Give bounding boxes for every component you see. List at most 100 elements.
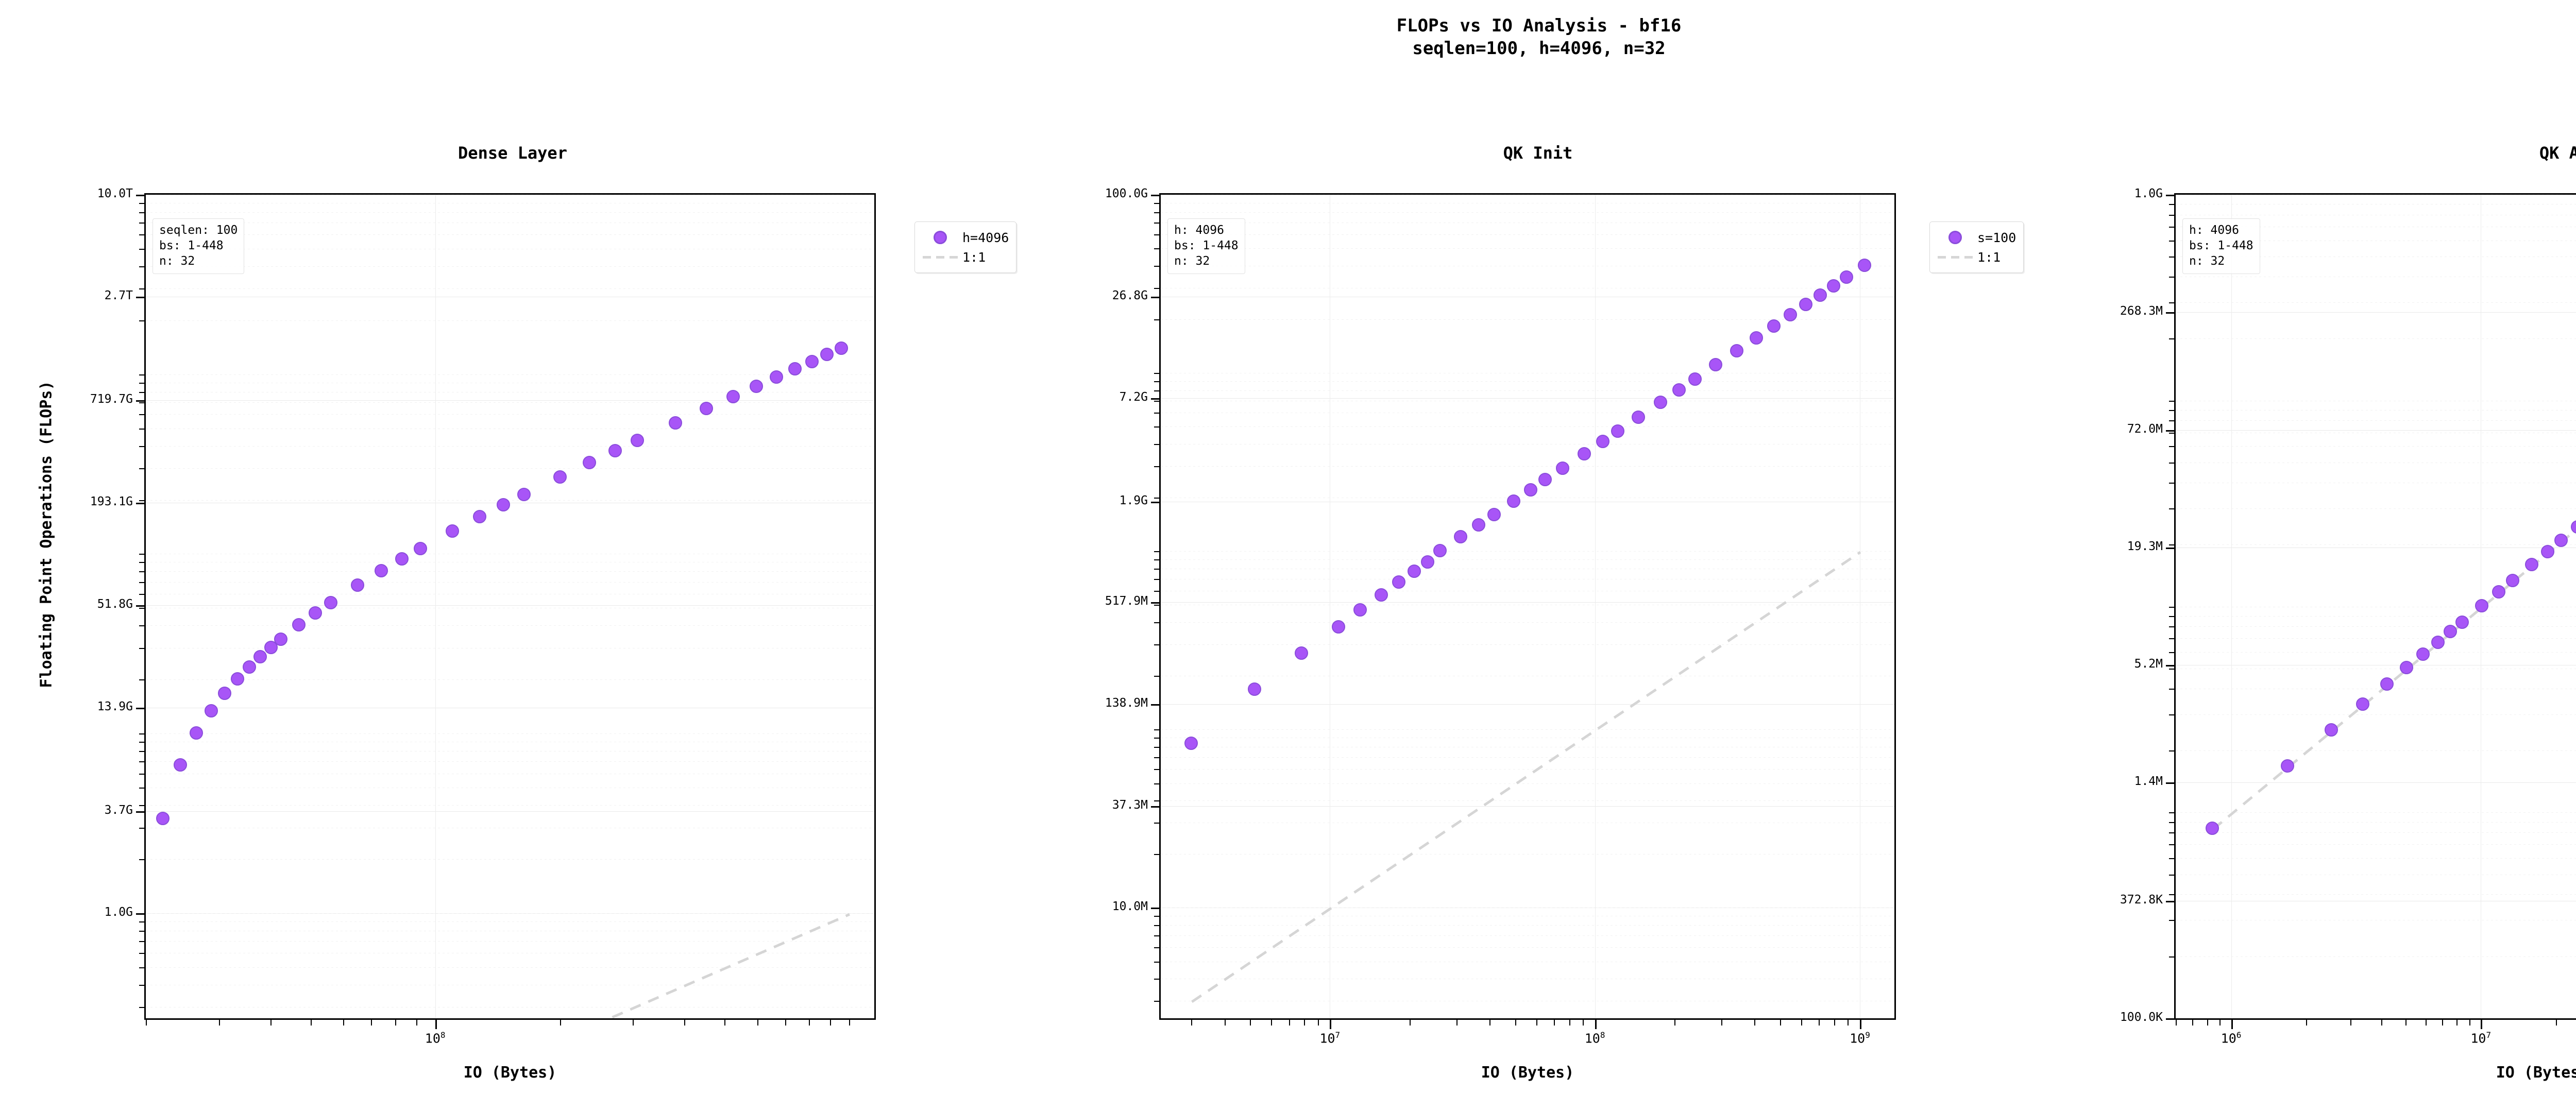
axis-tick-minor xyxy=(139,913,144,914)
axis-tick-minor xyxy=(2169,277,2174,278)
grid-line-minor xyxy=(146,266,874,267)
subplot-title: Dense Layer xyxy=(458,143,567,163)
axis-tick xyxy=(136,502,144,504)
axis-tick-minor xyxy=(139,761,144,763)
legend-item[interactable]: 1:1 xyxy=(1936,247,2016,267)
data-point xyxy=(2455,615,2469,629)
axis-tick-minor xyxy=(2169,214,2174,216)
grid-line-minor xyxy=(1161,234,1894,235)
data-point xyxy=(1799,298,1812,312)
data-point xyxy=(834,341,848,355)
data-point xyxy=(2540,544,2554,558)
axis-tick xyxy=(2166,782,2174,784)
axis-tick-minor xyxy=(1154,605,1159,606)
axis-tick-minor xyxy=(1289,1020,1290,1025)
axis-tick-minor xyxy=(1271,1020,1273,1025)
axis-tick-minor xyxy=(2405,1020,2407,1025)
axis-tick-minor xyxy=(139,930,144,932)
grid-line-minor xyxy=(2176,302,2576,303)
plot-axes xyxy=(144,193,876,1020)
axis-tick xyxy=(2166,665,2174,667)
data-point xyxy=(2380,677,2394,691)
grid-line-minor xyxy=(1161,783,1894,784)
y-tick-label: 13.9G xyxy=(97,700,133,714)
axis-tick-minor xyxy=(2169,508,2174,509)
axis-tick-minor xyxy=(139,382,144,384)
subplot-title: QK Init xyxy=(1503,143,1573,163)
axis-tick-minor xyxy=(371,1020,372,1025)
axis-tick-minor xyxy=(2169,544,2174,546)
axis-tick-minor xyxy=(2169,302,2174,304)
data-point xyxy=(472,510,486,524)
data-point xyxy=(1577,447,1591,461)
legend-item[interactable]: s=100 xyxy=(1936,228,2016,247)
y-tick-label: 10.0M xyxy=(1112,900,1148,914)
axis-tick-minor xyxy=(139,742,144,743)
data-point xyxy=(553,470,567,484)
axis-tick-minor xyxy=(1154,676,1159,677)
axis-tick-minor xyxy=(1515,1020,1516,1025)
grid-line-minor xyxy=(1161,757,1894,758)
axis-tick-minor xyxy=(139,234,144,236)
grid-line-minor xyxy=(1161,947,1894,948)
grid-line-minor xyxy=(1161,248,1894,249)
y-tick-label: 1.4M xyxy=(2134,774,2163,788)
grid-line-minor xyxy=(1161,551,1894,552)
axis-tick-minor xyxy=(139,562,144,563)
subplot-xlabel: IO (Bytes) xyxy=(463,1064,557,1082)
y-tick-label: 1.9G xyxy=(1119,493,1148,507)
data-point xyxy=(749,379,763,393)
axis-tick-minor xyxy=(2169,482,2174,484)
axis-tick xyxy=(1151,398,1159,400)
axis-tick-minor xyxy=(1154,195,1159,196)
axis-tick xyxy=(1330,1020,1332,1029)
grid-line-minor xyxy=(146,913,874,914)
axis-tick-minor xyxy=(1721,1020,1723,1025)
axis-tick-minor xyxy=(416,1020,417,1025)
axis-tick-minor xyxy=(830,1020,832,1025)
axis-tick-minor xyxy=(2169,240,2174,242)
data-point xyxy=(1749,331,1763,345)
axis-tick-minor xyxy=(2169,652,2174,654)
grid-line-minor xyxy=(1161,935,1894,936)
axis-tick-minor xyxy=(139,805,144,806)
axis-tick-minor xyxy=(2469,1020,2471,1025)
grid-line-minor xyxy=(1161,622,1894,623)
axis-tick-minor xyxy=(1154,400,1159,402)
axis-tick-minor xyxy=(139,773,144,775)
data-point xyxy=(1654,395,1668,409)
axis-tick-minor xyxy=(2556,1020,2557,1025)
axis-tick-minor xyxy=(139,446,144,447)
axis-tick-minor xyxy=(1154,925,1159,927)
data-point xyxy=(253,649,267,663)
data-point xyxy=(1471,518,1485,532)
axis-tick-minor xyxy=(2207,1020,2208,1025)
axis-tick-minor xyxy=(2169,195,2174,196)
axis-tick-minor xyxy=(2425,1020,2427,1025)
axis-tick-minor xyxy=(2169,668,2174,670)
grid-line-minor xyxy=(2176,832,2576,833)
axis-tick-minor xyxy=(1834,1020,1836,1025)
data-point xyxy=(375,564,388,578)
grid-line xyxy=(1161,602,1894,603)
legend-item[interactable]: 1:1 xyxy=(921,247,1009,267)
axis-tick-minor xyxy=(1154,800,1159,802)
axis-tick-minor xyxy=(2169,432,2174,434)
axis-tick-minor xyxy=(139,625,144,627)
axis-tick-minor xyxy=(270,1020,272,1025)
legend-label: 1:1 xyxy=(1977,249,2001,265)
data-point xyxy=(1407,565,1421,578)
grid-line xyxy=(2176,782,2576,783)
axis-tick-minor xyxy=(139,733,144,735)
grid-line-minor xyxy=(2176,844,2576,845)
legend-item[interactable]: h=4096 xyxy=(921,228,1009,247)
data-point xyxy=(631,433,645,447)
data-point xyxy=(274,632,288,646)
grid-line-minor xyxy=(1161,443,1894,445)
axis-tick-minor xyxy=(2442,1020,2444,1025)
data-point xyxy=(1839,270,1853,284)
axis-tick xyxy=(2166,548,2174,550)
axis-tick-minor xyxy=(1154,248,1159,250)
axis-tick-minor xyxy=(1154,757,1159,758)
data-point xyxy=(2554,533,2568,547)
